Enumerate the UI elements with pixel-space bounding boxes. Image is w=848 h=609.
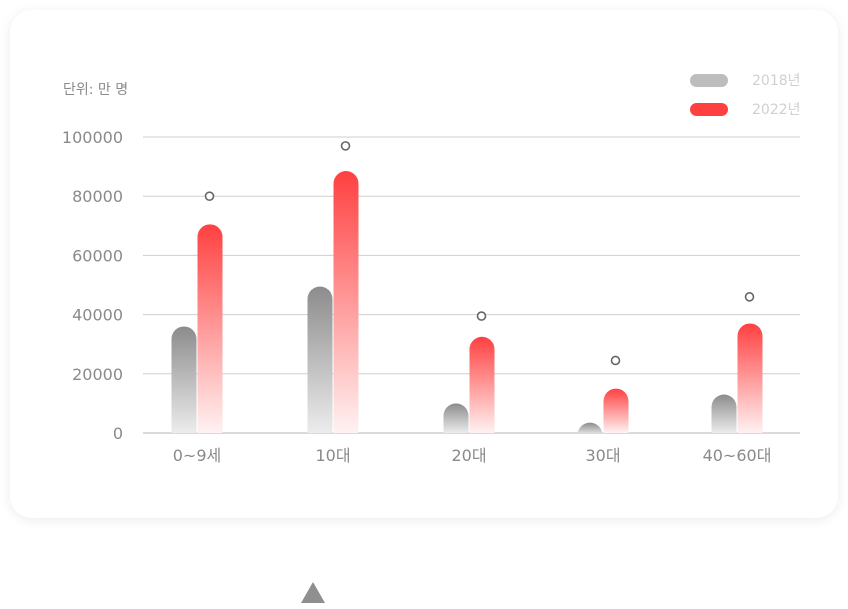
axis-labels: 0 20000 40000 60000 80000 100000 0~9세 10대 20대 30대… [62,128,772,465]
y-tick-label: 60000 [72,246,123,265]
pointer-triangle-icon [301,582,325,603]
bar-2022-0 [197,224,223,433]
legend-swatch-2022 [690,103,728,116]
unit-label: 단위: 만 명 [63,82,129,98]
marker-point [744,292,755,302]
bar-chart: 0 20000 40000 60000 80000 100000 0~9세 10대 20대 30대… [62,128,800,465]
legend-swatch-2018 [690,74,728,87]
markers [204,141,755,366]
x-tick-label: 20대 [451,446,486,465]
bars [171,171,763,436]
marker-point [204,191,215,201]
bar-2018-3 [577,422,603,436]
y-tick-label: 100000 [62,128,123,147]
bar-2022-3 [603,388,629,433]
marker-point [340,141,351,151]
bar-2018-0 [171,326,197,433]
bar-2018-2 [443,403,469,433]
marker-point [476,311,487,321]
x-tick-label: 40~60대 [703,446,772,465]
x-tick-label: 0~9세 [173,446,222,465]
bar-2022-2 [469,336,495,433]
y-tick-label: 0 [113,424,123,443]
x-tick-label: 30대 [585,446,620,465]
bar-2018-1 [307,286,333,433]
bar-2018-4 [711,394,737,433]
bar-2022-4 [737,323,763,433]
y-tick-label: 80000 [72,187,123,206]
legend-label-2018: 2018년 [752,73,801,89]
x-tick-label: 10대 [315,446,350,465]
y-tick-label: 20000 [72,365,123,384]
marker-point [610,355,621,366]
y-tick-label: 40000 [72,306,123,325]
legend-label-2022: 2022년 [752,102,801,118]
bar-2022-1 [333,171,359,434]
